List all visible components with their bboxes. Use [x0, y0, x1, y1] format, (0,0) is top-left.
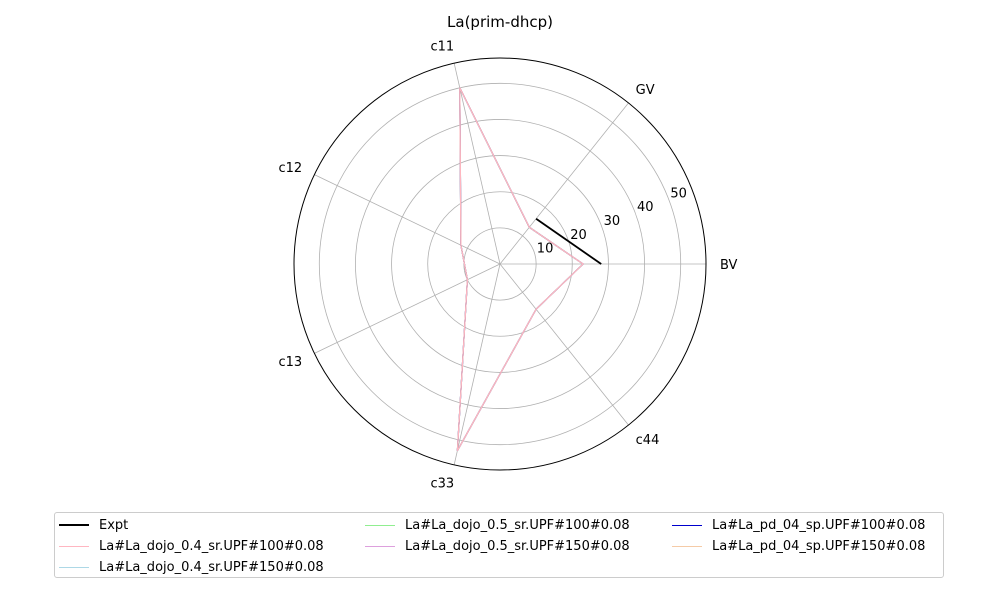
radial-tick-label: 30 [604, 214, 621, 229]
series-line [535, 218, 602, 265]
legend-entry: La#La_dojo_0.4_sr.UPF#150#0.08 [59, 557, 324, 577]
angular-gridline [499, 102, 629, 265]
series-line [456, 87, 585, 451]
legend-swatch [365, 524, 395, 526]
legend-label: La#La_pd_04_sp.UPF#100#0.08 [712, 517, 926, 533]
legend-label: La#La_dojo_0.5_sr.UPF#100#0.08 [405, 517, 630, 533]
axis-label-c13: c13 [278, 355, 302, 370]
grid [293, 57, 707, 471]
axis-label-c44: c44 [636, 433, 660, 448]
axis-labels: 10 20 30 40 50 BV GV c11 c12 c13 c33 c44 [278, 40, 737, 492]
axis-label-c33: c33 [430, 476, 454, 491]
series-line [456, 87, 585, 451]
axis-label-c12: c12 [278, 161, 302, 176]
legend-entry: La#La_dojo_0.5_sr.UPF#150#0.08 [365, 536, 630, 556]
legend-swatch [59, 566, 89, 568]
legend-label: La#La_dojo_0.4_sr.UPF#150#0.08 [99, 559, 324, 575]
legend-entry: La#La_pd_04_sp.UPF#150#0.08 [672, 536, 925, 556]
axis-label-GV: GV [636, 83, 655, 98]
legend-label: La#La_dojo_0.5_sr.UPF#150#0.08 [405, 538, 630, 554]
angular-gridline [453, 263, 501, 465]
legend-swatch [672, 545, 702, 547]
legend-swatch [365, 545, 395, 547]
series-line [456, 87, 585, 451]
legend-swatch [672, 524, 702, 526]
legend-label: La#La_pd_04_sp.UPF#150#0.08 [712, 538, 926, 554]
legend-entry: La#La_dojo_0.4_sr.UPF#100#0.08 [59, 536, 324, 556]
radial-tick-label: 50 [670, 186, 687, 201]
angular-gridline [499, 263, 629, 426]
legend-entry: La#La_pd_04_sp.UPF#100#0.08 [672, 515, 925, 535]
series-line [456, 87, 585, 451]
legend: Expt La#La_dojo_0.4_sr.UPF#100#0.08 La#L… [54, 512, 944, 578]
angular-gridline [314, 174, 501, 265]
legend-swatch [59, 545, 89, 547]
radial-tick-label: 40 [637, 200, 654, 215]
series-layer [456, 87, 602, 451]
legend-label: Expt [99, 517, 129, 533]
radial-tick-label: 10 [537, 242, 554, 257]
series-line [456, 87, 584, 451]
series-line [456, 87, 585, 451]
chart-title: La(prim-dhcp) [447, 13, 553, 31]
polar-frame [293, 57, 707, 471]
legend-label: La#La_dojo_0.4_sr.UPF#100#0.08 [99, 538, 324, 554]
legend-swatch [59, 524, 89, 526]
series-line [456, 87, 585, 451]
angular-gridline [314, 263, 501, 354]
radial-tick-label: 20 [570, 228, 587, 243]
axis-label-BV: BV [720, 258, 738, 273]
legend-entry: La#La_dojo_0.5_sr.UPF#100#0.08 [365, 515, 630, 535]
legend-entry: Expt [59, 515, 128, 535]
angular-gridline [453, 63, 501, 265]
axis-label-c11: c11 [430, 40, 454, 55]
